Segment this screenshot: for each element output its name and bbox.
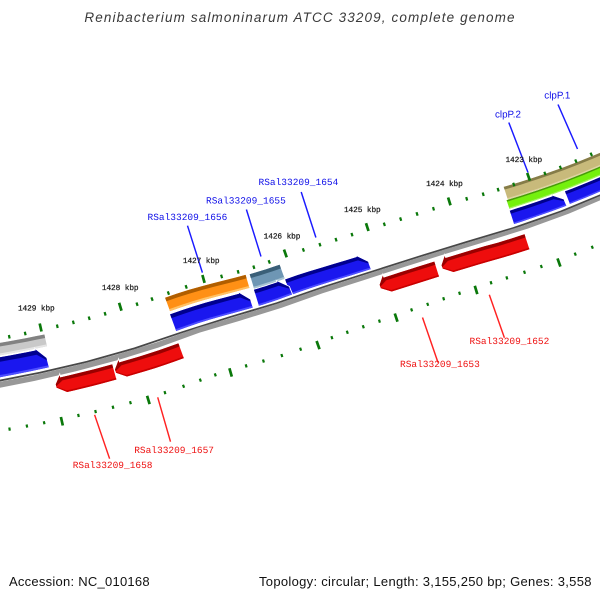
svg-text:RSal33209_1654: RSal33209_1654 [259,177,339,188]
svg-text:clpP.2: clpP.2 [495,110,521,121]
svg-text:RSal33209_1655: RSal33209_1655 [206,196,286,207]
svg-text:clpP.1: clpP.1 [544,91,570,102]
svg-text:RSal33209_1652: RSal33209_1652 [470,336,550,347]
svg-text:1425 kbp: 1425 kbp [344,206,381,215]
svg-text:1423 kbp: 1423 kbp [505,156,542,165]
svg-text:1429 kbp: 1429 kbp [18,305,55,314]
svg-text:RSal33209_1653: RSal33209_1653 [400,359,480,370]
svg-text:1424 kbp: 1424 kbp [426,180,463,189]
svg-text:1427 kbp: 1427 kbp [183,257,220,266]
svg-text:1426 kbp: 1426 kbp [264,233,301,242]
svg-text:RSal33209_1656: RSal33209_1656 [148,212,228,223]
svg-text:RSal33209_1657: RSal33209_1657 [134,445,214,456]
svg-text:RSal33209_1658: RSal33209_1658 [73,460,153,471]
svg-text:1428 kbp: 1428 kbp [102,284,139,293]
